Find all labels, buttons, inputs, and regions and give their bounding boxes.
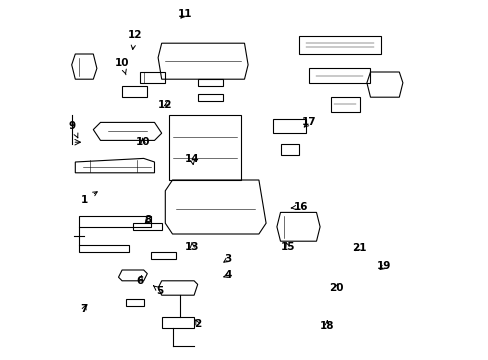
Text: 1: 1 <box>81 192 97 205</box>
Text: 4: 4 <box>224 270 231 280</box>
Text: 3: 3 <box>224 254 231 264</box>
Text: 9: 9 <box>69 121 78 138</box>
Text: 19: 19 <box>376 261 390 271</box>
Text: 20: 20 <box>328 283 343 293</box>
Text: 7: 7 <box>81 304 88 314</box>
Text: 6: 6 <box>136 276 143 286</box>
Text: 12: 12 <box>157 100 171 111</box>
Text: 13: 13 <box>184 242 199 252</box>
Text: 17: 17 <box>302 117 316 127</box>
Text: 16: 16 <box>291 202 308 212</box>
Text: 10: 10 <box>115 58 129 75</box>
Text: 14: 14 <box>184 154 199 165</box>
Text: 5: 5 <box>153 286 163 296</box>
Text: 8: 8 <box>144 215 151 225</box>
Text: 15: 15 <box>280 242 294 252</box>
Text: 21: 21 <box>351 243 366 253</box>
Text: 18: 18 <box>319 321 334 331</box>
Text: 10: 10 <box>136 137 150 147</box>
Text: 12: 12 <box>127 30 142 49</box>
Text: 2: 2 <box>194 319 201 329</box>
Text: 11: 11 <box>178 9 192 19</box>
